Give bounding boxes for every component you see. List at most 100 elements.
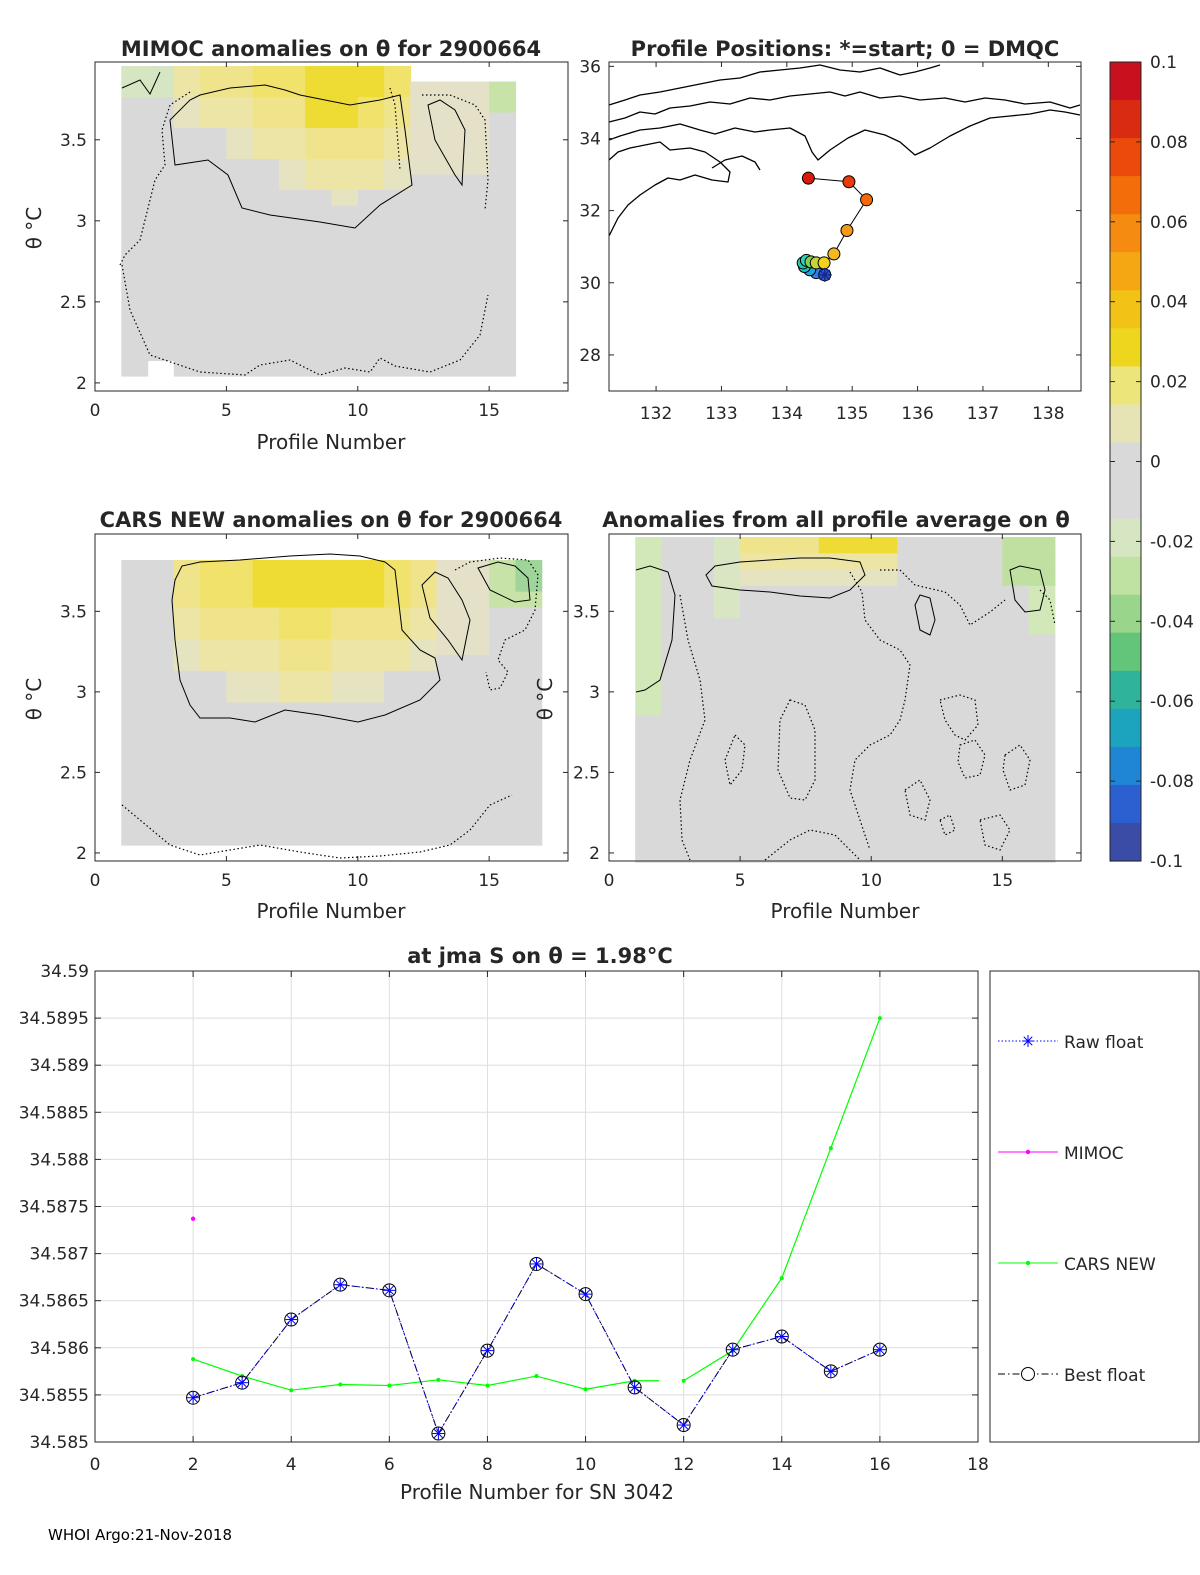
heatmap-cell [976, 667, 1003, 684]
heatmap-cell [200, 607, 227, 624]
heatmap-cell [200, 236, 227, 253]
heatmap-cell [226, 750, 254, 767]
heatmap-cell [305, 607, 333, 624]
heatmap-cell [897, 618, 925, 636]
heatmap-cell [384, 591, 411, 609]
heatmap-cell [489, 575, 517, 593]
heatmap-cell [515, 639, 543, 656]
colorbar-tick-label: -0.1 [1150, 852, 1183, 872]
heatmap-cell [226, 765, 254, 783]
heatmap-cell [357, 655, 385, 672]
heatmap-cell [1028, 764, 1056, 782]
heatmap-cell [173, 112, 201, 129]
heatmap-cell [897, 634, 925, 652]
heatmap-cell [766, 780, 794, 798]
heatmap-cell [661, 667, 689, 684]
heatmap-cell [331, 221, 359, 238]
heatmap-cell [1028, 748, 1056, 766]
heatmap-cell [278, 734, 306, 751]
heatmap-cell [278, 670, 306, 688]
mimoc-panel: MIMOC anomalies on θ for 2900664 0 5 10 15 2… [22, 37, 569, 454]
heatmap-cell [305, 360, 333, 377]
heatmap-cell [766, 748, 794, 766]
heatmap-cell [410, 283, 438, 300]
heatmap-cell [200, 623, 227, 640]
heatmap-cell [173, 360, 201, 377]
heatmap-cell [462, 623, 490, 640]
heatmap-cell [949, 683, 977, 701]
heatmap-cell [384, 829, 411, 846]
heatmap-cell [384, 97, 411, 114]
heatmap-cell [121, 329, 149, 346]
heatmap-cell [410, 797, 438, 814]
heatmap-cell [305, 190, 333, 207]
heatmap-cell [384, 345, 411, 362]
heatmap-cell [357, 591, 385, 609]
heatmap-cell [845, 569, 872, 587]
heatmap-cell [489, 781, 517, 799]
heatmap-cell [278, 797, 306, 814]
heatmap-cell [278, 97, 306, 114]
heatmap-cell [976, 650, 1003, 668]
colorbar-tick-label: -0.06 [1150, 692, 1194, 712]
x-tick-label: 0 [604, 871, 615, 891]
heatmap-cell [871, 715, 898, 733]
y-tick-label: 3 [589, 683, 600, 703]
heatmap-cell [173, 205, 201, 222]
heatmap-cell [818, 829, 846, 847]
heatmap-cell [200, 221, 227, 238]
heatmap-cell [357, 298, 385, 315]
heatmap-cell [515, 686, 543, 704]
raw-float-point [775, 1330, 788, 1343]
heatmap-cell [871, 780, 898, 798]
allavg-title: Anomalies from all profile average on θ [602, 508, 1070, 532]
heatmap-cell [121, 174, 149, 191]
heatmap-cell [949, 732, 977, 749]
profile-marker [827, 247, 841, 261]
mimoc-xlabel: Profile Number [257, 430, 407, 454]
raw-float-point [677, 1419, 690, 1432]
x-tick-label: 8 [482, 1455, 493, 1475]
heatmap-cell [278, 718, 306, 735]
heatmap-cell [305, 797, 333, 814]
heatmap-cell [278, 623, 306, 640]
heatmap-cell [1028, 618, 1056, 636]
heatmap-cell [252, 267, 280, 284]
heatmap-cell [384, 314, 411, 331]
heatmap-cell [278, 314, 306, 331]
heatmap-cell [1002, 585, 1030, 603]
heatmap-cell [331, 575, 359, 593]
heatmap-cell [1002, 780, 1030, 798]
heatmap-cell [845, 845, 872, 863]
heatmap-cell [713, 585, 741, 603]
heatmap-cell [976, 732, 1003, 749]
heatmap-cell [305, 329, 333, 346]
heatmap-cell [818, 683, 846, 701]
heatmap-cell [305, 159, 333, 176]
heatmap-cell [147, 813, 175, 830]
heatmap-cell [845, 618, 872, 636]
heatmap-cell [173, 575, 201, 593]
heatmap-cell [384, 283, 411, 300]
heatmap-cell [845, 634, 872, 652]
heatmap-cell [740, 634, 767, 652]
heatmap-cell [766, 797, 794, 814]
heatmap-cell [384, 159, 411, 176]
heatmap-cell [713, 845, 741, 863]
heatmap-cell [200, 128, 227, 145]
mimoc-heatmap [121, 66, 517, 377]
heatmap-cell [357, 66, 385, 83]
heatmap-cell [147, 575, 175, 593]
heatmap-cell [357, 97, 385, 114]
heatmap-cell [489, 591, 517, 609]
heatmap-cell [792, 667, 820, 684]
colorbar-tick-label: 0.06 [1150, 213, 1188, 233]
heatmap-cell [661, 634, 689, 652]
heatmap-cell [200, 112, 227, 129]
heatmap-cell [818, 634, 846, 652]
colorbar-swatch [1110, 176, 1141, 215]
heatmap-cell [489, 221, 517, 238]
heatmap-cell [200, 750, 227, 767]
heatmap-cell [436, 639, 464, 656]
heatmap-cell [1002, 732, 1030, 749]
